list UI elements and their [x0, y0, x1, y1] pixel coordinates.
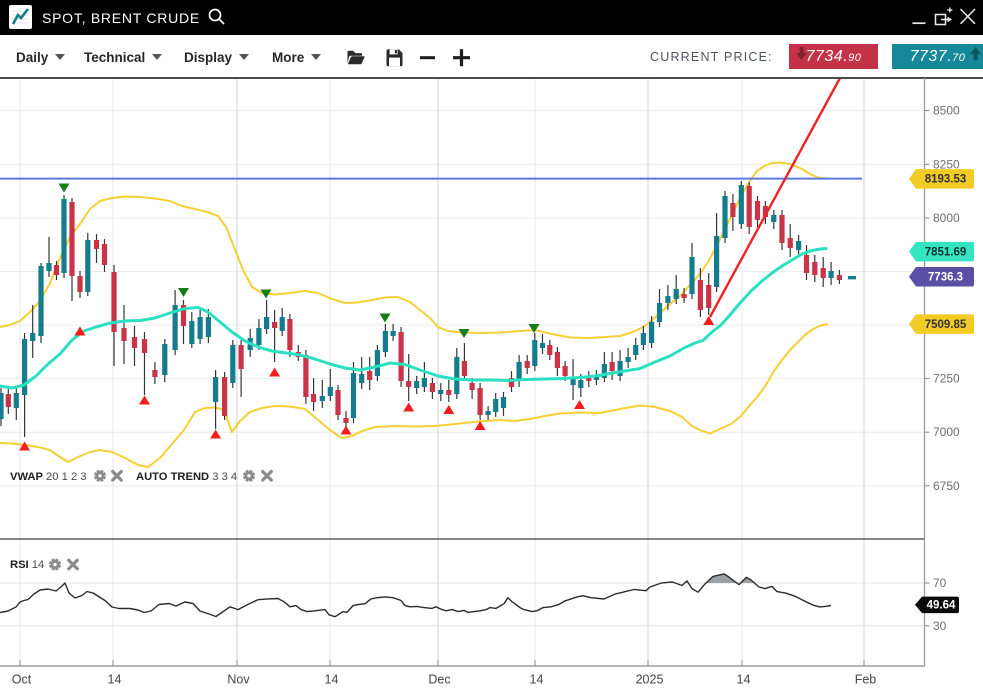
svg-text:14: 14	[325, 673, 339, 687]
svg-text:6750: 6750	[933, 479, 960, 493]
svg-text:RSI 14: RSI 14	[10, 559, 44, 571]
svg-text:14: 14	[108, 673, 122, 687]
svg-text:Feb: Feb	[855, 673, 877, 687]
svg-text:7000: 7000	[933, 425, 960, 439]
svg-text:8193.53: 8193.53	[925, 174, 967, 186]
svg-text:Dec: Dec	[428, 673, 450, 687]
svg-text:49.64: 49.64	[927, 600, 956, 612]
svg-text:7736.3: 7736.3	[928, 272, 963, 284]
svg-text:AUTO TREND 3 3 4: AUTO TREND 3 3 4	[136, 471, 237, 483]
svg-text:Nov: Nov	[227, 673, 250, 687]
svg-text:VWAP 20 1 2 3: VWAP 20 1 2 3	[10, 471, 87, 483]
svg-text:14: 14	[530, 673, 544, 687]
svg-text:8500: 8500	[933, 104, 960, 118]
svg-text:2025: 2025	[636, 673, 664, 687]
svg-text:70: 70	[933, 576, 947, 590]
svg-text:Oct: Oct	[12, 673, 32, 687]
svg-text:7509.85: 7509.85	[925, 319, 967, 331]
svg-text:7250: 7250	[933, 372, 960, 386]
svg-text:14: 14	[737, 673, 751, 687]
svg-text:7851.69: 7851.69	[925, 246, 967, 258]
svg-text:8250: 8250	[933, 157, 960, 171]
svg-text:30: 30	[933, 619, 947, 633]
svg-text:8000: 8000	[933, 211, 960, 225]
